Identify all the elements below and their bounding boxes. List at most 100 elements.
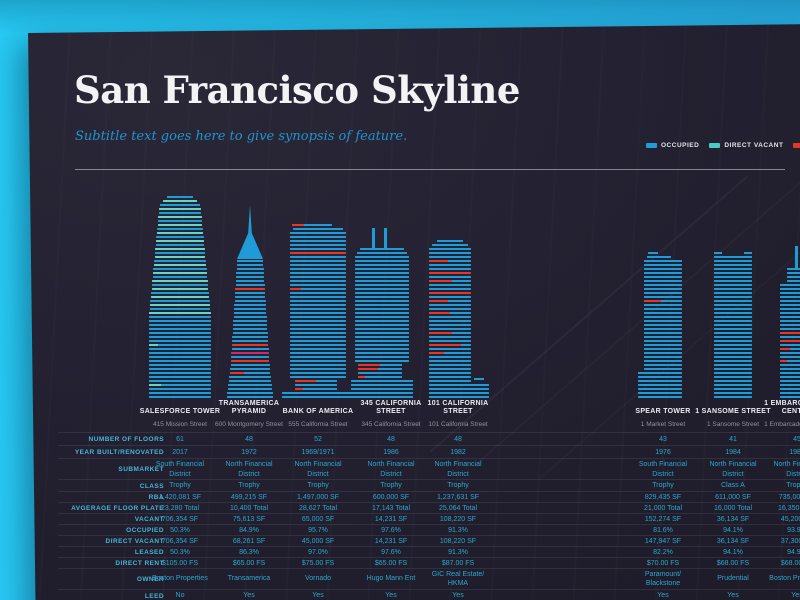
legend: OCCUPIED DIRECT VACANT SUBLEASE [646,142,800,149]
table-cell: 48 [245,435,253,443]
building-bar [644,356,682,359]
building-bar [429,264,471,267]
building-bar [290,232,346,235]
building-bar [290,376,346,379]
building-bar [152,276,208,279]
building-bar [714,328,752,331]
building-bar [149,368,211,371]
row-label: NUMBER OF FLOORS [88,436,164,443]
building-1-sansome-street [28,24,800,600]
building-bar [149,312,211,315]
building-bar [149,364,211,367]
building-bar [290,264,346,267]
table-row-leased: LEASED 50.3% 86.3% 97.0% 97.6% 91.3% 82.2% 94.1… [58,546,800,558]
table-cell: North Financial District [294,461,342,478]
table-cell: 735,000 SF [778,493,800,501]
vacancy-accent [780,360,787,363]
building-bar [714,340,752,343]
building-bar [149,348,211,351]
row-label: SUBMARKET [118,466,164,473]
table-cell: Paramount/ Blackstone [644,570,682,587]
building-detail [474,378,484,381]
building-bar [787,272,800,275]
building-bar [149,380,211,383]
building-bar [714,368,752,371]
building-bar [429,380,471,383]
building-bar [644,348,682,351]
building-bar [290,276,346,279]
table-cell: Yes [312,592,324,600]
divider-rule [75,169,785,170]
building-bar [429,324,471,327]
building-bar [355,280,409,283]
building-bar [236,272,264,275]
building-101-california-street [28,24,800,600]
building-bar [149,360,211,363]
table-cell: Trophy [380,482,402,490]
building-bar [355,312,409,315]
table-cell: 94.1% [723,526,743,534]
building-bar [233,316,267,319]
building-name: SPEAR TOWER [635,407,691,415]
building-bar [429,368,471,371]
building-bar [644,304,682,307]
building-bar [351,392,413,395]
building-bar [644,308,682,311]
building-bar [357,252,407,255]
building-bar [714,360,752,363]
building-bar [149,328,211,331]
building-bar [355,256,409,259]
building-bar [714,300,752,303]
table-cell: 52 [314,435,322,443]
building-name: 1 SANSOME STREET [695,407,771,415]
table-cell: 28,627 Total [298,504,337,512]
building-bar [429,308,471,311]
table-cell: Trophy [169,482,191,490]
table-cell: Yes [385,592,397,600]
building-bar [163,200,197,203]
table-cell: 706,354 SF [161,537,199,545]
legend-swatch-icon [709,143,721,148]
building-address: 1 Sansome Street [706,420,760,428]
building-bar [233,312,267,315]
table-row-vacant: VACANT 706,354 SF 75,613 SF 65,000 SF 14,231… [58,513,800,525]
building-bar [290,352,346,355]
table-cell: 16,000 Total [713,504,752,512]
building-bar [155,248,205,251]
table-cell: 147,947 SF [644,537,682,545]
building-bar [714,352,752,355]
building-bar [429,372,471,375]
building-bar [638,396,682,399]
table-row-rba: RBA 1,420,081 SF 499,215 SF 1,497,000 SF 600… [58,491,800,503]
table-cell: Trophy [652,482,674,490]
table-cell: 499,215 SF [230,493,268,501]
building-bar [149,352,211,355]
building-bar [429,256,471,259]
table-cell: 1984 [725,448,741,456]
building-bar [228,380,272,383]
building-bar [644,340,682,343]
table-cell: 82.2% [653,548,673,556]
table-cell: Hugo Mann Ent [366,575,416,583]
building-bar [149,340,211,343]
table-cell: 45,200 SF [780,515,800,523]
building-bar [295,388,337,391]
stats-table: NUMBER OF FLOORS 61 48 52 48 48 43 41 45 YEAR BUI… [28,24,800,600]
building-bar [432,244,468,247]
building-bar [429,388,489,391]
building-bar [714,288,752,291]
building-bar [429,320,471,323]
building-bank-of-america [28,24,800,600]
building-bar [237,260,263,263]
building-bar [644,332,682,335]
building-bar [714,280,752,283]
building-bar [355,352,409,355]
building-bar [644,292,682,295]
table-cell: 1,497,000 SF [296,493,340,501]
building-bar [151,288,209,291]
building-bar [780,380,800,383]
building-bar [232,336,268,339]
building-bar [714,284,752,287]
building-bar [780,344,800,347]
building-bar [232,340,268,343]
